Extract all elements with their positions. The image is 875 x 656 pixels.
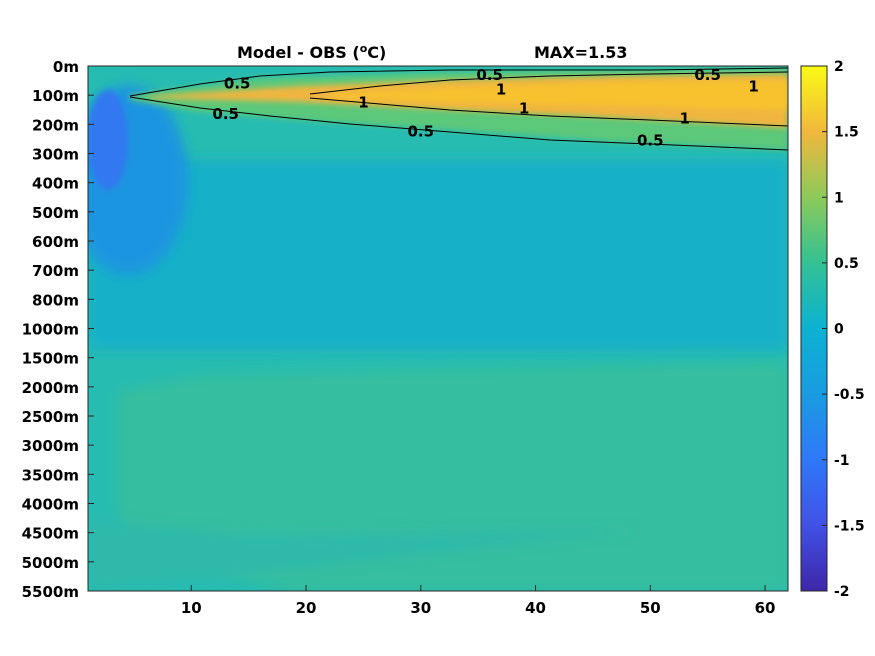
contour-label: 1 <box>680 110 690 128</box>
contour-label: 1 <box>358 93 368 111</box>
x-axis: 10 20 30 40 50 60 <box>181 585 776 617</box>
y-tick-label: 100m <box>32 87 79 105</box>
x-tick-label: 50 <box>640 599 661 617</box>
colorbar-tick-label: 1.5 <box>834 125 859 141</box>
y-tick-label: 4500m <box>22 525 79 543</box>
x-tick-label: 40 <box>525 599 546 617</box>
colorbar-tick-label: 0.5 <box>834 256 859 272</box>
y-axis: 0m 100m 200m 300m 400m 500m 600m 700m 800m 1000m 1… <box>22 58 94 601</box>
contour-line-0.5-upper <box>129 67 788 97</box>
heatmap-hot-core <box>330 80 788 110</box>
y-tick-label: 5500m <box>22 583 79 601</box>
contour-line-1-lower <box>309 97 788 127</box>
contour-line-1-upper <box>309 71 788 95</box>
x-tick-label: 10 <box>181 599 202 617</box>
heatmap-mid-zone <box>88 160 788 350</box>
colorbar-tick-label: -2 <box>834 584 850 600</box>
colorbar-tick-label: 1 <box>834 190 844 206</box>
contour-label: 0.5 <box>224 75 251 93</box>
heatmap-cold-region <box>88 85 188 275</box>
contour-label: 1 <box>748 77 758 95</box>
y-tick-label: 800m <box>32 291 79 309</box>
colorbar-ticks: 2 1.5 1 0.5 0 -0.5 -1 -1.5 -2 <box>822 59 865 600</box>
contour-label: 1 <box>519 99 529 117</box>
y-tick-label: 1000m <box>22 321 79 339</box>
contour-label: 0.5 <box>407 123 434 141</box>
y-tick-label: 400m <box>32 175 79 193</box>
y-tick-label: 2500m <box>22 408 79 426</box>
colorbar-tick-label: -1.5 <box>834 518 865 534</box>
colorbar-tick-label: 2 <box>834 59 844 75</box>
heatmap-plot-area: 0.5 0.5 0.51 11 110.50.5 0.5 <box>88 66 788 591</box>
y-tick-label: 700m <box>32 262 79 280</box>
y-tick-label: 300m <box>32 146 79 164</box>
y-tick-label: 0m <box>53 58 79 76</box>
colorbar-tick-label: -0.5 <box>834 387 865 403</box>
y-tick-label: 3500m <box>22 466 79 484</box>
contour-label: 0.5 <box>212 105 239 123</box>
contour-labels: 0.5 0.5 0.51 11 110.50.5 0.5 <box>212 66 758 149</box>
contour-label: 0.5 <box>476 66 503 84</box>
contour-label: 0.5 <box>694 66 721 84</box>
colorbar-tick-label: 0 <box>834 322 844 338</box>
max-label: MAX=1.53 <box>534 43 628 62</box>
y-tick-label: 600m <box>32 233 79 251</box>
y-tick-label: 2000m <box>22 379 79 397</box>
heatmap-cold-core <box>88 90 128 190</box>
contour-label: 0.5 <box>637 131 664 149</box>
y-tick-label: 1500m <box>22 350 79 368</box>
x-tick-label: 60 <box>755 599 776 617</box>
contour-label: 1 <box>496 80 506 98</box>
x-tick-label: 30 <box>410 599 431 617</box>
heatmap-deep-tongue <box>88 520 640 591</box>
y-tick-label: 3000m <box>22 437 79 455</box>
y-tick-label: 4000m <box>22 496 79 514</box>
y-tick-label: 200m <box>32 116 79 134</box>
y-tick-label: 500m <box>32 204 79 222</box>
x-tick-label: 20 <box>296 599 317 617</box>
contour-line-0.5-lower <box>129 96 788 151</box>
y-tick-label: 5000m <box>22 554 79 572</box>
colorbar-tick-label: -1 <box>834 453 850 469</box>
chart-title: Model - OBS (oC) <box>237 42 386 62</box>
heatmap-deep-band <box>118 362 788 591</box>
